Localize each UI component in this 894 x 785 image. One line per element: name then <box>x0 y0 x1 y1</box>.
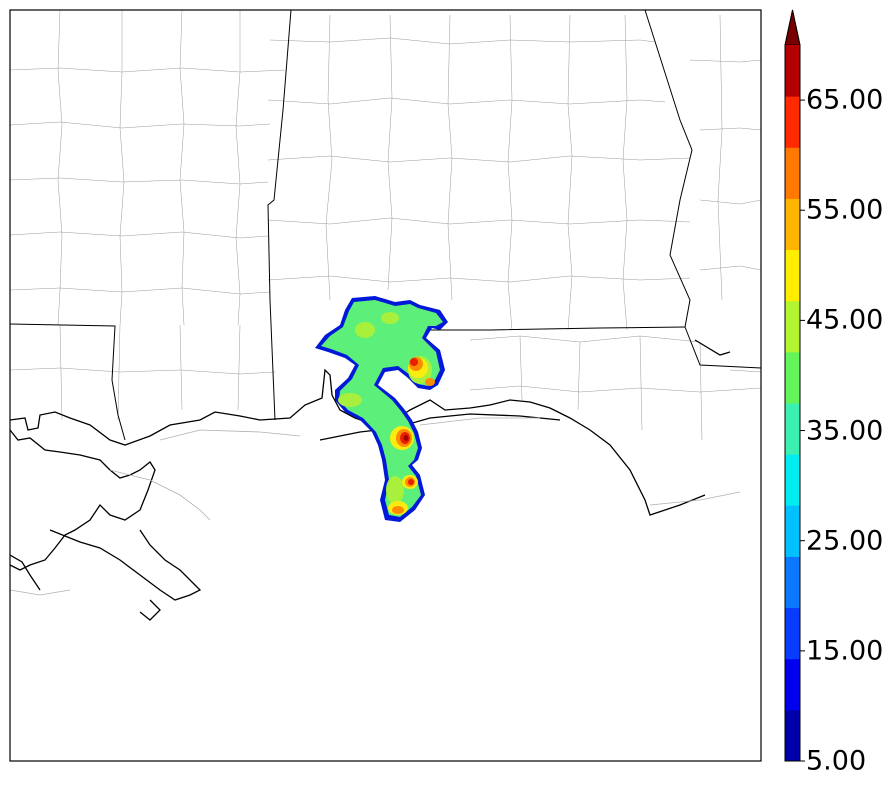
colorbar-tick-label: 25.00 <box>806 525 884 557</box>
colorbar-segment <box>785 403 800 455</box>
field-cell <box>386 476 404 504</box>
colorbar-segment <box>785 198 800 251</box>
field-cell <box>392 506 404 514</box>
colorbar-segment <box>785 658 800 711</box>
colorbar-segment <box>785 300 800 353</box>
colorbar-segment <box>785 709 800 762</box>
coastline <box>10 339 731 621</box>
field-cell <box>338 393 362 407</box>
colorbar-segment <box>785 556 800 609</box>
colorbar <box>784 9 805 762</box>
colorbar-tick-label: 5.00 <box>806 745 867 777</box>
field-cell <box>410 358 418 366</box>
reflectivity-field <box>315 296 448 522</box>
field-cell <box>381 312 399 324</box>
field-cell <box>425 378 435 386</box>
map-area <box>10 10 761 621</box>
colorbar-segment <box>785 96 800 148</box>
barrier-islands <box>10 417 741 596</box>
colorbar-tick-label: 15.00 <box>806 635 884 667</box>
colorbar-segment <box>785 249 800 302</box>
map-frame <box>9 9 762 762</box>
field-cell <box>408 479 414 485</box>
colorbar-segment <box>785 505 800 557</box>
colorbar-tick-label: 65.00 <box>806 84 884 116</box>
state-borders <box>10 10 761 441</box>
colorbar-segment <box>785 607 800 660</box>
colorbar-frame <box>784 9 801 762</box>
colorbar-extend-arrow <box>784 9 801 46</box>
colorbar-tick-label: 55.00 <box>806 194 884 226</box>
colorbar-segment <box>785 147 800 199</box>
colorbar-segment <box>785 351 800 404</box>
colorbar-tick-label: 45.00 <box>806 304 884 336</box>
colorbar-segment <box>785 45 800 97</box>
county-lines <box>10 10 761 441</box>
field-base <box>321 300 443 517</box>
colorbar-tick-label: 35.00 <box>806 415 884 447</box>
field-cell <box>355 322 375 338</box>
colorbar-segment <box>785 454 800 506</box>
field-cell <box>403 435 409 441</box>
